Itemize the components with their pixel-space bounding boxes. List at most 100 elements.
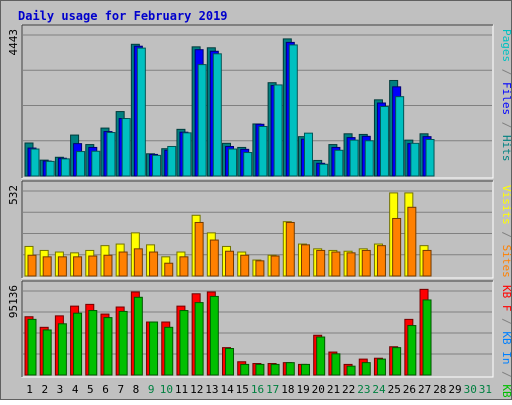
bar-sites-day-15 <box>240 254 250 277</box>
bar-pages-day-3 <box>60 158 70 177</box>
bar-kb_out-day-27 <box>422 299 432 376</box>
bar-kb_out-day-9 <box>149 321 159 376</box>
x-tick-label-day-29: 29 <box>448 383 461 396</box>
x-tick-label-day-2: 2 <box>41 383 48 396</box>
bar-pages-day-18 <box>288 44 298 177</box>
x-tick-label-day-4: 4 <box>72 383 79 396</box>
bar-sites-day-7 <box>118 251 128 277</box>
bar-sites-day-27 <box>422 249 432 277</box>
x-tick-label-day-15: 15 <box>236 383 249 396</box>
panel-kbytes-legend-item: / <box>500 365 512 385</box>
bar-sites-day-16 <box>255 260 265 277</box>
bar-pages-day-25 <box>395 96 405 177</box>
panel-hits: 4443 Pages / Files / Hits <box>7 24 512 179</box>
x-tick-label-day-10: 10 <box>160 383 173 396</box>
bar-sites-day-22 <box>346 252 356 277</box>
series-kb_out <box>27 295 432 376</box>
x-axis-day-labels: 1 2 3 4 5 6 7 8 9 10 11 12 13 14 15 16 17 18 19 20 21 22 23 24 2… <box>26 383 492 396</box>
panel-hits-ymax-label: 4443 <box>7 29 20 56</box>
bar-kb_out-day-15 <box>240 363 250 376</box>
x-tick-label-day-27: 27 <box>418 383 431 396</box>
panel-kbytes-legend-item: KB Out <box>500 384 512 400</box>
bar-pages-day-13 <box>212 53 222 177</box>
bar-sites-day-12 <box>194 221 204 277</box>
bar-pages-day-23 <box>364 140 374 177</box>
x-tick-label-day-5: 5 <box>87 383 94 396</box>
chart-title: Daily usage for February 2019 <box>18 9 228 23</box>
bar-kb_out-day-7 <box>118 310 128 376</box>
x-tick-label-day-22: 22 <box>342 383 355 396</box>
bar-sites-day-23 <box>361 249 371 277</box>
x-tick-label-day-16: 16 <box>251 383 264 396</box>
bar-pages-day-14 <box>228 148 238 177</box>
x-tick-label-day-28: 28 <box>433 383 446 396</box>
bar-kb_out-day-18 <box>285 362 295 376</box>
bar-sites-day-9 <box>149 251 159 277</box>
bar-pages-day-24 <box>379 105 389 177</box>
bar-kb_out-day-16 <box>255 363 265 376</box>
bar-pages-day-2 <box>45 160 55 177</box>
bar-kb_out-day-21 <box>331 353 341 376</box>
panel-visits-ymax-label: 532 <box>7 185 20 205</box>
x-tick-label-day-12: 12 <box>190 383 203 396</box>
panel-kbytes-legend-item: KB F <box>500 285 512 312</box>
bar-kb_out-day-13 <box>209 295 219 376</box>
x-tick-label-day-3: 3 <box>57 383 64 396</box>
bar-pages-day-20 <box>319 163 329 177</box>
bar-sites-day-3 <box>57 256 67 277</box>
bar-kb_out-day-22 <box>346 365 356 376</box>
bar-pages-day-1 <box>30 148 40 177</box>
bar-kb_out-day-10 <box>164 326 174 376</box>
bar-sites-day-18 <box>285 221 295 277</box>
bar-pages-day-16 <box>258 125 268 177</box>
bar-kb_out-day-20 <box>316 336 326 376</box>
bar-pages-day-21 <box>334 149 344 177</box>
bar-pages-day-11 <box>182 132 192 177</box>
panel-hits-legend-item: Files <box>500 82 512 115</box>
bar-sites-day-14 <box>225 250 235 277</box>
bar-kb_out-day-12 <box>194 302 204 376</box>
x-tick-label-day-9: 9 <box>148 383 155 396</box>
bar-sites-day-2 <box>42 256 52 277</box>
panel-hits-legend-item: / <box>500 115 512 135</box>
series-pages <box>30 44 435 177</box>
bar-sites-day-13 <box>209 239 219 277</box>
bar-pages-day-26 <box>410 142 420 177</box>
bar-pages-day-7 <box>121 118 131 177</box>
panel-kbytes-legend: KB F / KB In / KB Out <box>500 285 512 400</box>
bar-pages-day-4 <box>76 151 86 177</box>
x-tick-label-day-23: 23 <box>357 383 370 396</box>
bar-pages-day-6 <box>106 132 116 177</box>
bar-sites-day-10 <box>164 262 174 277</box>
bar-kb_out-day-2 <box>42 329 52 376</box>
x-tick-label-day-14: 14 <box>220 383 234 396</box>
bar-sites-day-26 <box>407 206 417 277</box>
panel-hits-legend-item: / <box>500 62 512 82</box>
x-tick-label-day-13: 13 <box>205 383 218 396</box>
x-tick-label-day-8: 8 <box>133 383 140 396</box>
x-tick-label-day-18: 18 <box>281 383 294 396</box>
x-tick-label-day-7: 7 <box>117 383 124 396</box>
bar-sites-day-8 <box>133 248 143 277</box>
bar-sites-day-5 <box>88 255 98 277</box>
x-tick-label-day-26: 26 <box>403 383 416 396</box>
panel-visits-legend-item: Visits <box>500 185 512 225</box>
x-tick-label-day-1: 1 <box>26 383 33 396</box>
bar-sites-day-17 <box>270 255 280 277</box>
x-tick-label-day-20: 20 <box>312 383 325 396</box>
bar-sites-day-24 <box>376 245 386 277</box>
bar-kb_out-day-14 <box>225 348 235 376</box>
x-tick-label-day-30: 30 <box>464 383 477 396</box>
x-tick-label-day-24: 24 <box>372 383 386 396</box>
bar-sites-day-20 <box>316 249 326 277</box>
panel-kbytes-legend-item: KB In <box>500 331 512 364</box>
bar-sites-day-6 <box>103 254 113 277</box>
bar-kb_out-day-19 <box>300 363 310 376</box>
panel-visits-legend-item: Sites <box>500 245 512 278</box>
bar-pages-day-5 <box>91 150 101 177</box>
bar-pages-day-10 <box>167 145 177 177</box>
x-tick-label-day-25: 25 <box>388 383 401 396</box>
bar-pages-day-9 <box>152 154 162 177</box>
panel-hits-legend-item: Hits <box>500 135 512 162</box>
